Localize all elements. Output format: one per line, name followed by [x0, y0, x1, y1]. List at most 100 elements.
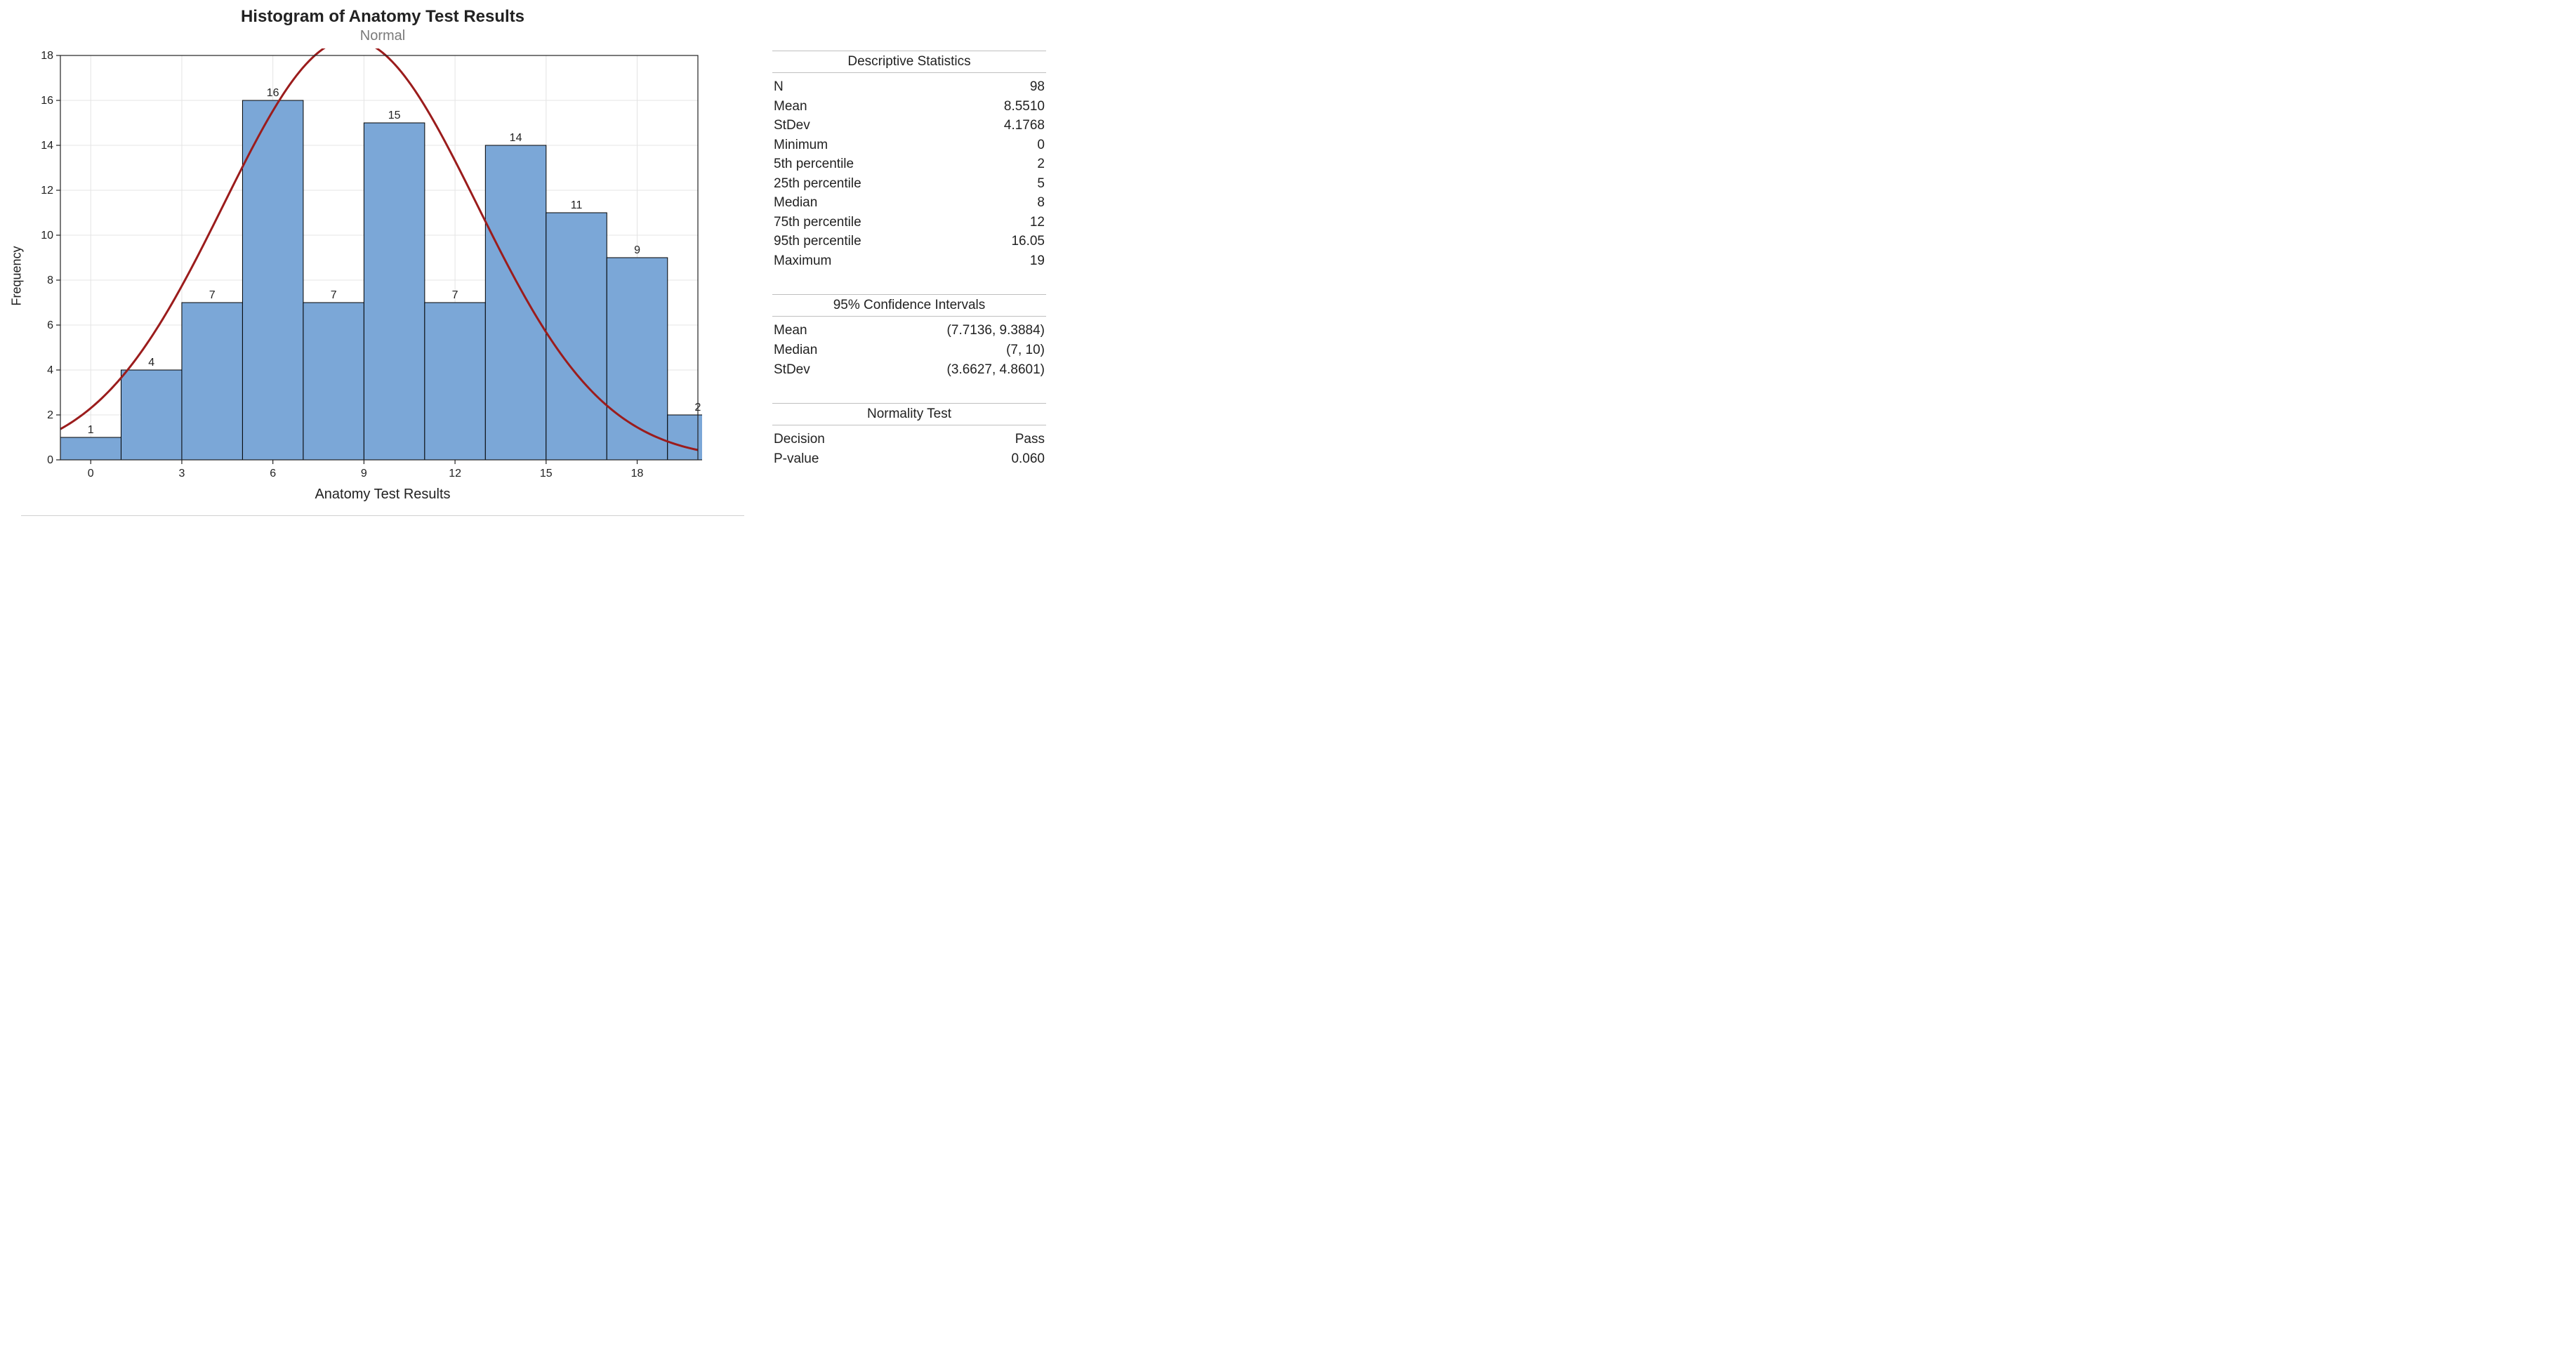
stats-row: StDev (3.6627, 4.8601): [774, 360, 1045, 380]
stats-row: 75th percentile 12: [774, 213, 1045, 232]
stats-row: P-value 0.060: [774, 449, 1045, 469]
chart-area: Frequency 024681012141618036912151814716…: [21, 48, 744, 503]
stats-label: Median: [774, 193, 817, 213]
svg-text:6: 6: [47, 319, 53, 331]
ci-rows: Mean (7.7136, 9.3884) Median (7, 10) StDev (3…: [772, 317, 1046, 379]
svg-text:2: 2: [47, 409, 53, 421]
svg-text:15: 15: [540, 468, 553, 480]
histogram-svg: 0246810121416180369121518147167157141192…: [21, 48, 702, 484]
stats-label: StDev: [774, 116, 810, 135]
histogram-bar: [60, 437, 121, 460]
bar-value-label: 14: [510, 132, 522, 144]
normality-rows: Decision Pass P-value 0.060: [772, 425, 1046, 468]
stats-row: Mean (7.7136, 9.3884): [774, 321, 1045, 340]
bar-value-label: 7: [452, 289, 458, 301]
chart-subtitle: Normal: [21, 28, 744, 44]
histogram-bar: [242, 100, 303, 460]
stats-label: Minimum: [774, 135, 828, 155]
stats-value: (7.7136, 9.3884): [947, 321, 1045, 340]
histogram-bar: [485, 145, 546, 460]
svg-text:18: 18: [41, 50, 53, 62]
bottom-rule: [21, 515, 744, 516]
stats-value: 16.05: [1011, 232, 1045, 251]
svg-text:16: 16: [41, 95, 53, 107]
stats-value: Pass: [1015, 430, 1045, 449]
stats-value: 98: [1030, 77, 1045, 97]
chart-titles: Histogram of Anatomy Test Results Normal: [21, 7, 744, 44]
stats-label: 5th percentile: [774, 154, 854, 174]
svg-text:0: 0: [47, 454, 53, 466]
stats-value: (3.6627, 4.8601): [947, 360, 1045, 380]
svg-text:8: 8: [47, 275, 53, 286]
stats-value: (7, 10): [1006, 340, 1045, 360]
svg-text:14: 14: [41, 140, 53, 152]
stats-value: 12: [1030, 213, 1045, 232]
stats-value: 0: [1037, 135, 1045, 155]
stats-value: 8: [1037, 193, 1045, 213]
stats-row: Mean8.5510: [774, 97, 1045, 117]
stats-label: 25th percentile: [774, 174, 861, 194]
stats-row: N 98: [774, 77, 1045, 97]
bar-value-label: 7: [331, 289, 337, 301]
stats-label: P-value: [774, 449, 819, 469]
stats-label: Maximum: [774, 251, 831, 271]
stats-label: 95th percentile: [774, 232, 861, 251]
histogram-bar: [425, 303, 485, 460]
histogram-bar: [364, 123, 424, 460]
stats-row: 25th percentile 5: [774, 174, 1045, 194]
normality-heading: Normality Test: [772, 403, 1046, 425]
bar-value-label: 1: [88, 424, 94, 436]
stats-row: Decision Pass: [774, 430, 1045, 449]
stats-row: 95th percentile 16.05: [774, 232, 1045, 251]
normality-block: Normality Test Decision Pass P-value 0.060: [772, 403, 1046, 468]
svg-text:3: 3: [178, 468, 185, 480]
svg-text:18: 18: [631, 468, 644, 480]
svg-text:12: 12: [449, 468, 461, 480]
bar-value-label: 11: [571, 199, 583, 211]
histogram-bar: [303, 303, 364, 460]
stats-row: Minimum 0: [774, 135, 1045, 155]
y-axis-label: Frequency: [10, 246, 25, 305]
stats-row: Median (7, 10): [774, 340, 1045, 360]
svg-text:12: 12: [41, 185, 53, 197]
bar-value-label: 15: [388, 110, 401, 121]
bar-value-label: 4: [148, 357, 154, 369]
ci-block: 95% Confidence Intervals Mean (7.7136, 9.…: [772, 294, 1046, 379]
bar-value-label: 7: [209, 289, 216, 301]
svg-text:4: 4: [47, 364, 53, 376]
chart-title: Histogram of Anatomy Test Results: [21, 7, 744, 27]
histogram-bar: [546, 213, 607, 460]
stats-column: Descriptive Statistics N98Mean8.5510StDe…: [772, 7, 1046, 492]
svg-text:0: 0: [88, 468, 94, 480]
ci-heading: 95% Confidence Intervals: [772, 294, 1046, 317]
svg-text:10: 10: [41, 230, 53, 242]
svg-text:9: 9: [361, 468, 367, 480]
stats-label: N: [774, 77, 784, 97]
stats-value: 2: [1037, 154, 1045, 174]
descriptive-stats-rows: N98Mean8.5510StDev4.1768Minimum05th perc…: [772, 73, 1046, 270]
stats-label: 75th percentile: [774, 213, 861, 232]
x-axis-label: Anatomy Test Results: [21, 487, 744, 503]
descriptive-stats-heading: Descriptive Statistics: [772, 51, 1046, 73]
stats-label: StDev: [774, 360, 810, 380]
bar-value-label: 9: [634, 244, 640, 256]
stats-label: Decision: [774, 430, 825, 449]
bar-value-label: 16: [267, 87, 279, 99]
histogram-bar: [668, 415, 702, 460]
stats-row: Median 8: [774, 193, 1045, 213]
stats-value: 19: [1030, 251, 1045, 271]
stats-row: Maximum 19: [774, 251, 1045, 271]
chart-column: Histogram of Anatomy Test Results Normal…: [21, 7, 744, 516]
svg-text:6: 6: [270, 468, 276, 480]
histogram-bar: [607, 258, 667, 460]
stats-row: 5th percentile 2: [774, 154, 1045, 174]
stats-label: Mean: [774, 97, 807, 117]
histogram-bar: [121, 370, 181, 460]
stats-label: Median: [774, 340, 817, 360]
stats-value: 0.060: [1011, 449, 1045, 469]
stats-label: Mean: [774, 321, 807, 340]
histogram-bar: [182, 303, 242, 460]
stats-value: 5: [1037, 174, 1045, 194]
stats-row: StDev4.1768: [774, 116, 1045, 135]
report-page: Histogram of Anatomy Test Results Normal…: [0, 0, 2576, 523]
